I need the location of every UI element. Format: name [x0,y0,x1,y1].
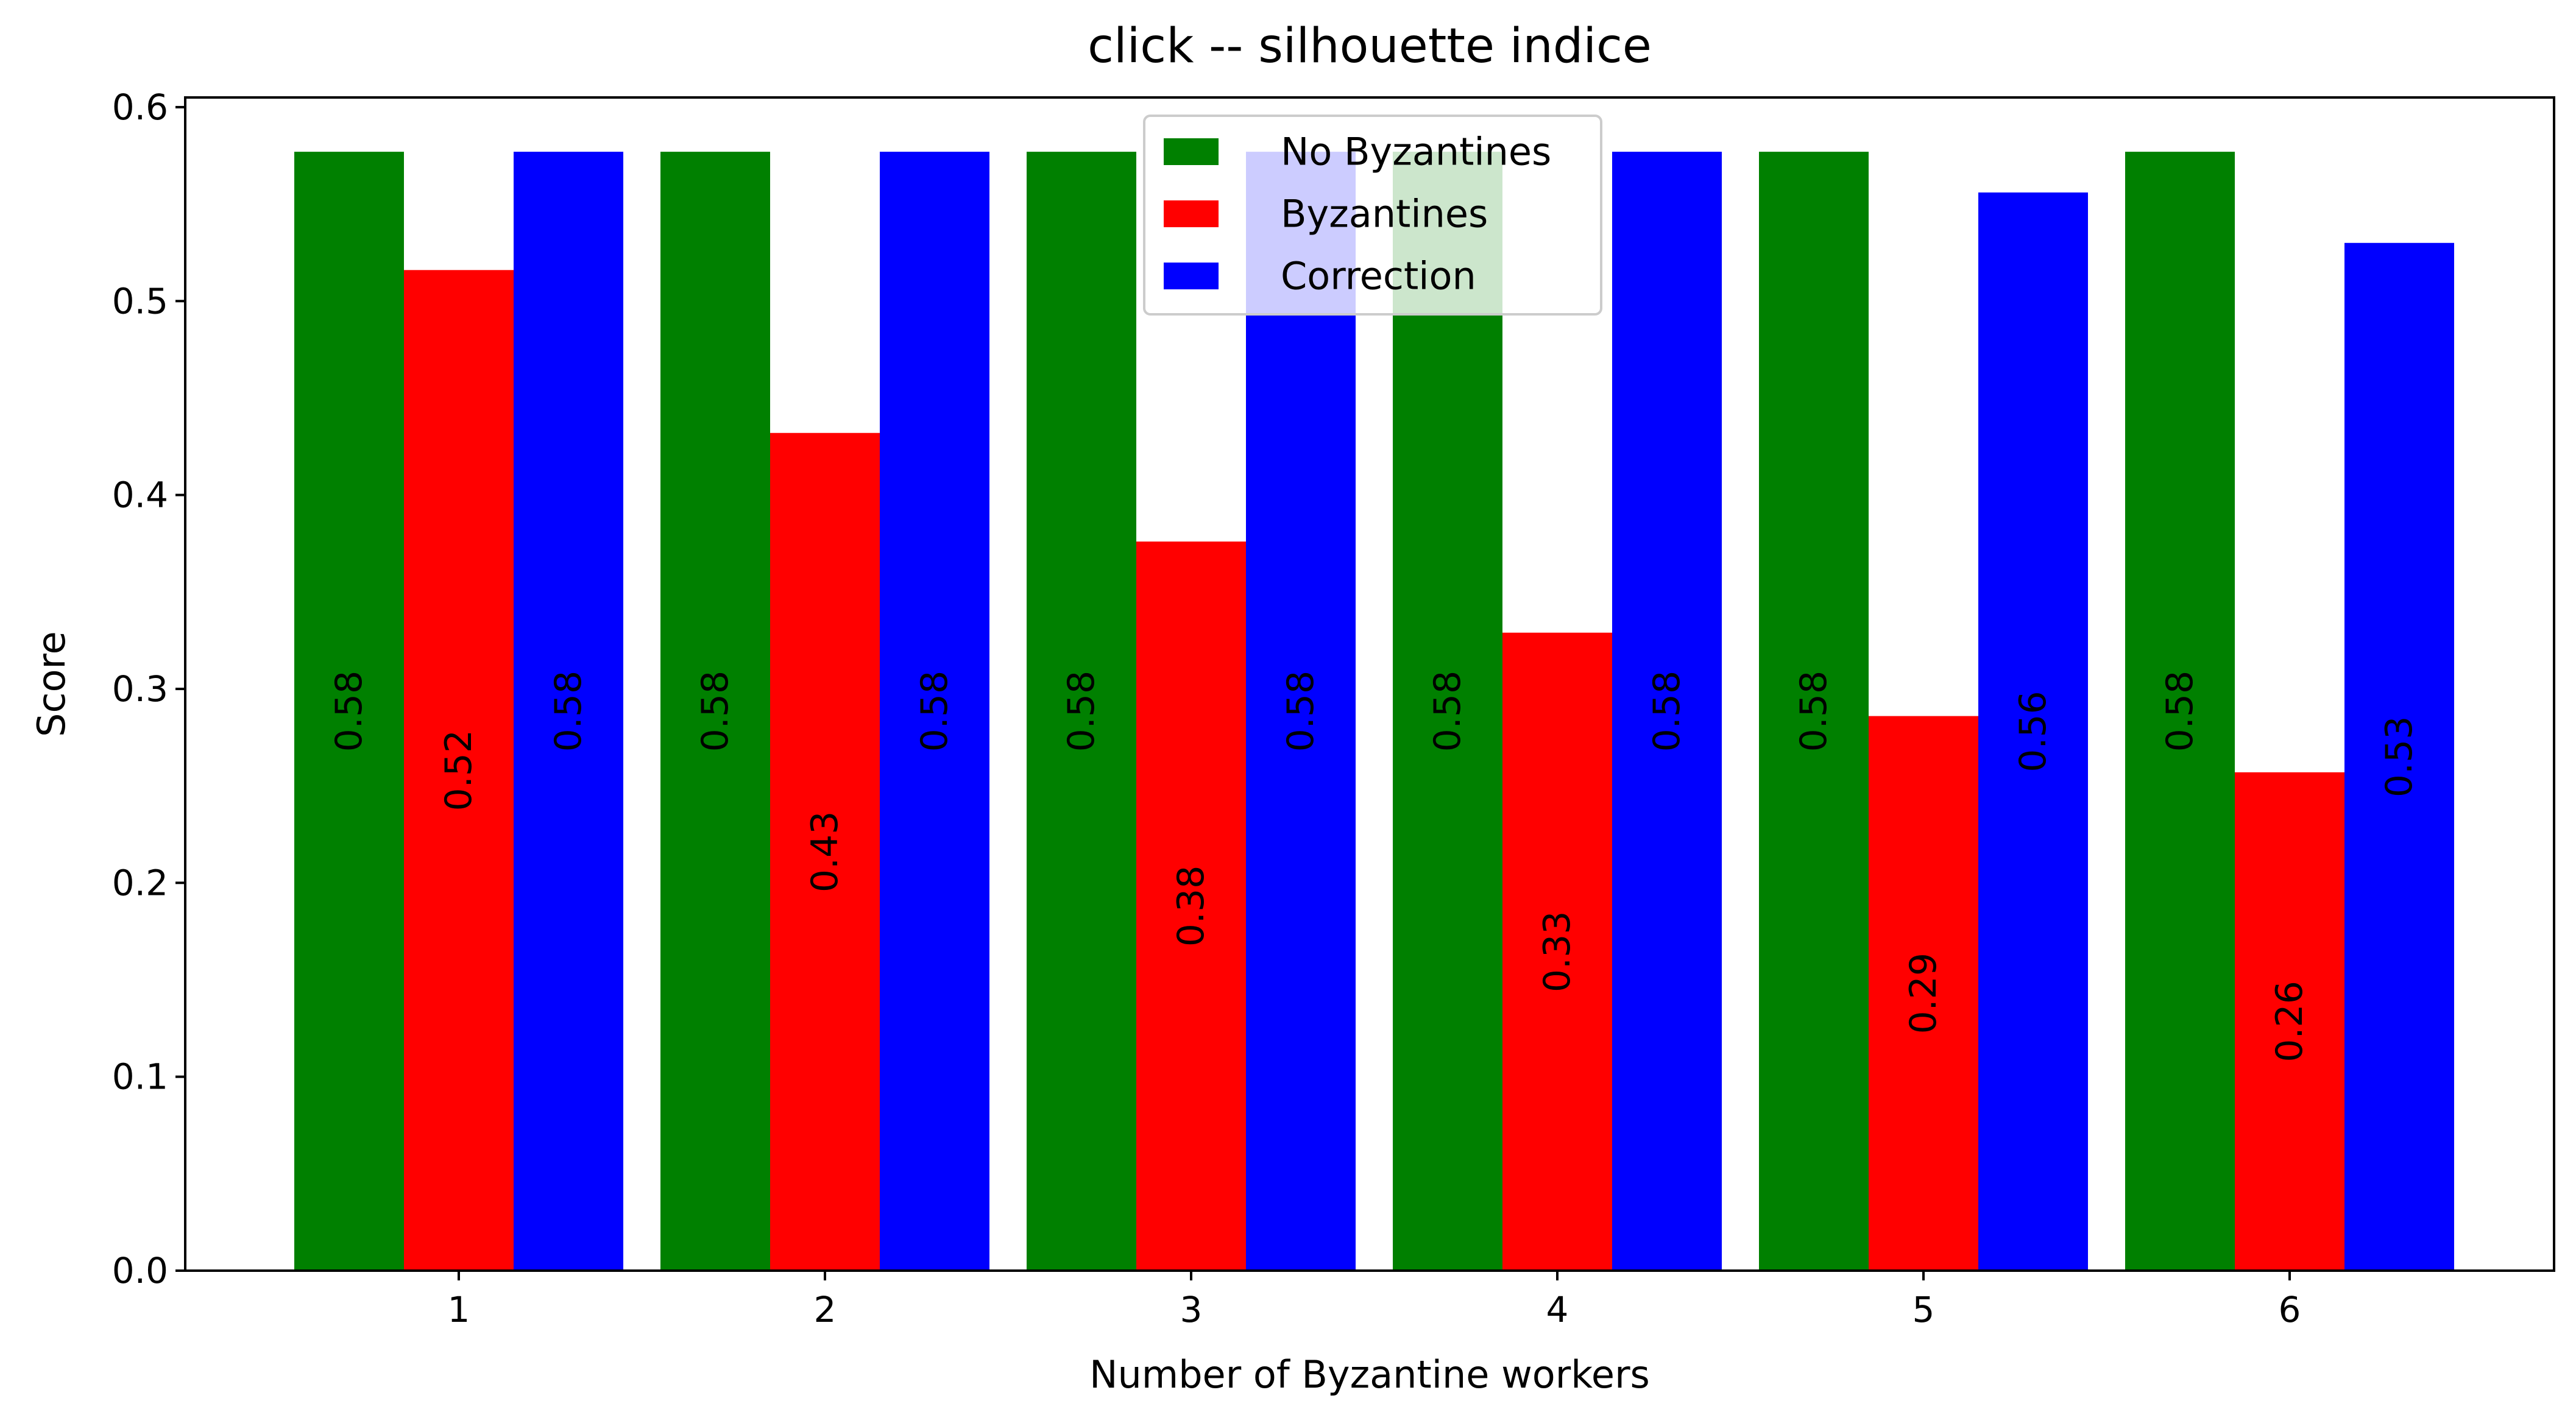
x-axis: 1 2 3 4 5 6 [448,1271,2301,1330]
y-tick-label: 0.1 [112,1056,168,1098]
bar-value-label: 0.58 [2159,671,2201,752]
bar-byzantines-6 [2235,772,2344,1271]
bar-correction-1 [514,152,623,1271]
y-tick-label: 0.0 [112,1250,168,1291]
y-axis: 0.0 0.1 0.2 0.3 0.4 0.5 0.6 [112,86,185,1291]
bar-value-label: 0.58 [328,671,370,752]
bar-value-label: 0.56 [2012,691,2054,772]
bar-no-byzantines-4 [1393,152,1502,1271]
bar-labels-layer: 0.58 0.58 0.58 0.58 0.58 0.58 0.52 0.43 0.38 0.33… [328,671,2421,1062]
bar-no-byzantines-3 [1027,152,1136,1271]
x-tick-label: 3 [1180,1289,1203,1330]
y-axis-label: Score [29,631,74,737]
y-tick-label: 0.4 [112,475,168,516]
bar-value-label: 0.58 [547,671,590,752]
bar-value-label: 0.58 [694,671,737,752]
x-axis-label: Number of Byzantine workers [1089,1352,1650,1397]
bar-value-label: 0.26 [2268,981,2311,1062]
bar-byzantines-1 [404,270,514,1271]
bar-value-label: 0.58 [1279,671,1322,752]
y-tick-label: 0.5 [112,280,168,322]
bar-value-label: 0.38 [1170,866,1212,947]
bar-correction-5 [1978,192,2088,1271]
legend-label: Correction [1281,254,1476,298]
bar-value-label: 0.58 [1060,671,1103,752]
bar-no-byzantines-6 [2125,152,2235,1271]
bar-no-byzantines-5 [1759,152,1869,1271]
bar-value-label: 0.29 [1902,953,1945,1034]
bar-correction-6 [2344,242,2454,1271]
bar-byzantines-2 [770,432,880,1271]
bar-no-byzantines-1 [294,152,404,1271]
x-tick-label: 2 [814,1289,837,1330]
legend-swatch [1164,138,1219,165]
x-tick-label: 6 [2279,1289,2301,1330]
bar-correction-3 [1246,152,1356,1271]
plot-area-frame [184,96,2555,1272]
bar-value-label: 0.58 [1646,671,1688,752]
y-tick-label: 0.2 [112,862,168,903]
bar-value-label: 0.58 [1792,671,1835,752]
y-tick-label: 0.3 [112,668,168,710]
bar-byzantines-3 [1136,542,1246,1271]
legend-label: No Byzantines [1281,130,1551,174]
legend-swatch [1164,200,1219,227]
x-tick-label: 1 [448,1289,470,1330]
legend-box [1143,115,1602,316]
bar-correction-2 [880,152,989,1271]
chart-title: click -- silhouette indice [1088,19,1652,74]
bar-byzantines-4 [1502,632,1612,1271]
bar-value-label: 0.58 [913,671,956,752]
bars-layer [294,152,2454,1271]
legend-label: Byzantines [1281,192,1488,236]
bar-correction-4 [1612,152,1722,1271]
legend: No Byzantines Byzantines Correction [1143,115,1602,316]
bar-value-label: 0.58 [1426,671,1469,752]
bar-value-label: 0.43 [804,811,846,893]
bar-value-label: 0.33 [1536,911,1579,993]
x-tick-label: 5 [1913,1289,1935,1330]
bar-byzantines-5 [1869,716,1978,1271]
bar-value-label: 0.53 [2378,716,2421,798]
y-tick-label: 0.6 [112,86,168,128]
legend-swatch [1164,263,1219,289]
bar-value-label: 0.52 [437,730,480,811]
bar-no-byzantines-2 [660,152,770,1271]
x-tick-label: 4 [1546,1289,1569,1330]
